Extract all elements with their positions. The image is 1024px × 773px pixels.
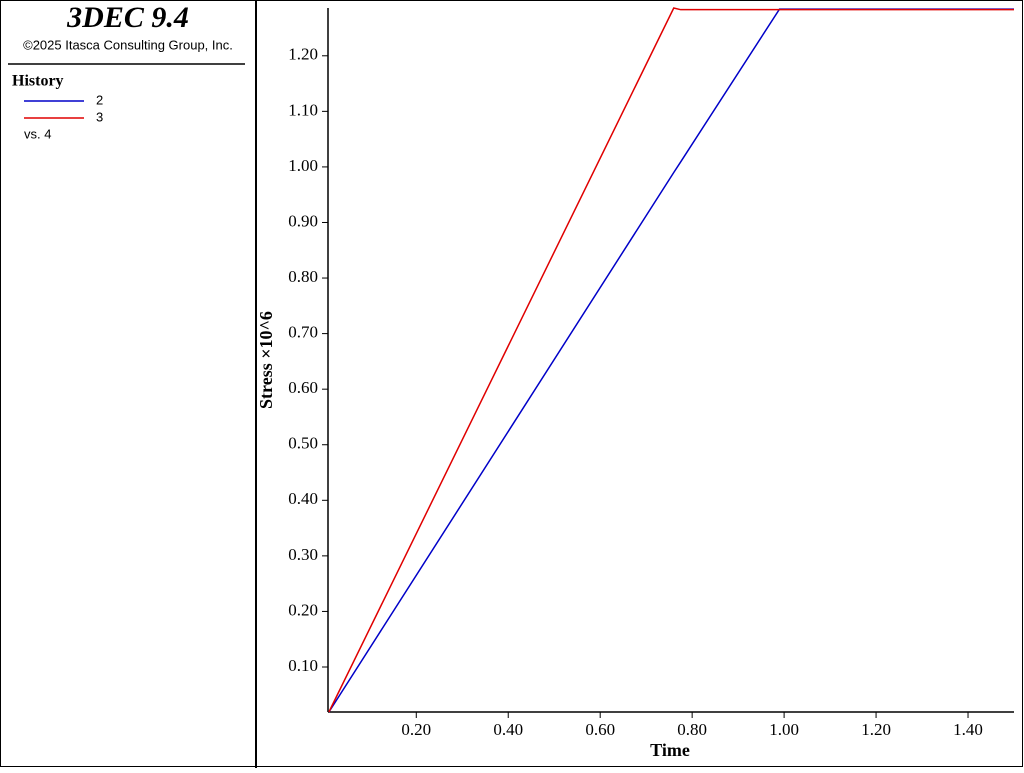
section-title: History bbox=[12, 73, 64, 90]
legend-label: 2 bbox=[96, 92, 103, 107]
x-tick-label: 1.20 bbox=[861, 720, 891, 739]
x-tick-label: 0.40 bbox=[493, 720, 523, 739]
y-tick-label: 0.80 bbox=[288, 267, 318, 286]
x-axis-label: Time bbox=[650, 740, 690, 760]
y-tick-label: 1.00 bbox=[288, 156, 318, 175]
y-tick-label: 1.20 bbox=[288, 45, 318, 64]
x-tick-label: 1.00 bbox=[769, 720, 799, 739]
y-tick-label: 0.70 bbox=[288, 323, 318, 342]
y-tick-label: 0.40 bbox=[288, 489, 318, 508]
copyright: ©2025 Itasca Consulting Group, Inc. bbox=[23, 37, 233, 52]
x-tick-label: 0.80 bbox=[677, 720, 707, 739]
y-tick-label: 0.20 bbox=[288, 600, 318, 619]
y-tick-label: 0.60 bbox=[288, 378, 318, 397]
y-tick-label: 0.90 bbox=[288, 211, 318, 230]
y-tick-label: 1.10 bbox=[288, 100, 318, 119]
y-tick-label: 0.10 bbox=[288, 656, 318, 675]
app-title: 3DEC 9.4 bbox=[66, 1, 189, 34]
versus-label: vs. 4 bbox=[24, 126, 51, 141]
legend-label: 3 bbox=[96, 109, 103, 124]
series-line bbox=[328, 8, 1014, 713]
y-tick-label: 0.50 bbox=[288, 434, 318, 453]
y-tick-label: 0.30 bbox=[288, 545, 318, 564]
y-axis-label: Stress ×10^6 bbox=[256, 311, 276, 409]
series-line bbox=[328, 7, 1014, 713]
x-tick-label: 1.40 bbox=[953, 720, 983, 739]
x-tick-label: 0.20 bbox=[401, 720, 431, 739]
x-tick-label: 0.60 bbox=[585, 720, 615, 739]
